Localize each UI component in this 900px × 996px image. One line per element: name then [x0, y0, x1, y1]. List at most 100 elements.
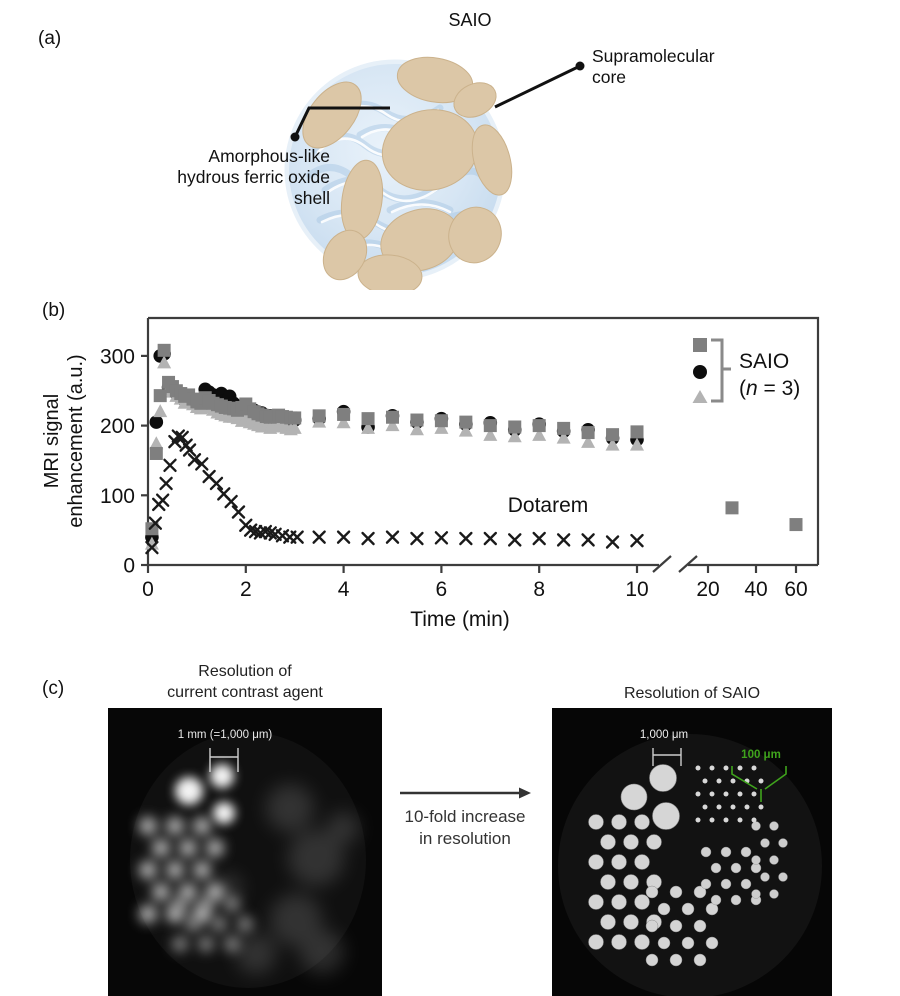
phantom-dot [709, 817, 715, 823]
scatter-point-x [508, 533, 522, 547]
phantom-dot [710, 862, 722, 874]
phantom-dot [716, 778, 722, 784]
phantom-dot [760, 872, 770, 882]
phantom-dot [611, 854, 627, 870]
medium-dot-grid [588, 814, 662, 950]
phantom-dot [760, 838, 770, 848]
phantom-dot [723, 791, 729, 797]
axis-break-slash-2 [678, 555, 698, 573]
scatter-point-square [630, 425, 644, 439]
scatter-point-x [459, 531, 473, 546]
mri-image-current-contrast-agent: 1 mm (=1,000 μm) [108, 708, 382, 996]
panel-c-label: (c) [42, 678, 65, 699]
phantom-dot [657, 936, 671, 950]
phantom-dot [740, 878, 752, 890]
right-scale-annotation-green: 100 μm [741, 749, 781, 761]
panel-b-label: (b) [42, 300, 66, 321]
phantom-dot [139, 861, 157, 879]
phantom-dot [600, 914, 616, 930]
y-tick-label: 200 [100, 415, 135, 438]
phantom-dot [623, 914, 639, 930]
scatter-point-triangle [409, 422, 424, 436]
phantom-dot [720, 846, 732, 858]
phantom-dot [709, 765, 715, 771]
phantom-dot [705, 936, 719, 950]
phantom-dot [634, 934, 650, 950]
phantom-dot [236, 934, 276, 974]
phantom-dot [213, 802, 235, 824]
legend-circle-marker [693, 365, 707, 379]
scatter-point-square [145, 522, 159, 536]
scatter-point-square [312, 409, 326, 423]
scatter-point-x [195, 457, 209, 471]
phantom-dot [695, 817, 701, 823]
panel-c-right-title: Resolution of SAIO [623, 685, 761, 702]
scatter-point-x [187, 453, 202, 467]
phantom-dot [172, 936, 188, 952]
scatter-point-triangle [149, 436, 164, 450]
phantom-dot [634, 894, 650, 910]
phantom-dot [649, 764, 677, 792]
phantom-dot [769, 821, 779, 831]
phantom-dot [600, 834, 616, 850]
arrow-head-icon [519, 787, 531, 799]
shell-leader-dot [290, 132, 300, 142]
phantom-dot [193, 817, 211, 835]
phantom-dot [681, 936, 695, 950]
scatter-point-square [532, 419, 546, 433]
scatter-point-x [630, 533, 644, 548]
phantom-dot [600, 874, 616, 890]
mri-image-saio: 1,000 μm 100 μm [552, 708, 832, 996]
panel-a-callout-lines [290, 61, 585, 142]
panel-a-title: SAIO [448, 10, 492, 30]
y-tick-label: 300 [100, 345, 135, 368]
phantom-dot [634, 854, 650, 870]
core-leader-dot [575, 61, 585, 71]
left-scale-annotation: 1 mm (=1,000 μm) [178, 729, 273, 741]
scatter-point-square [581, 426, 595, 440]
phantom-dot [730, 778, 736, 784]
dotarem-series-label: Dotarem [508, 494, 589, 517]
legend-square-marker [693, 338, 707, 352]
scatter-point-triangle [385, 418, 400, 432]
phantom-dot [652, 802, 680, 830]
phantom-dot [198, 896, 214, 912]
phantom-dot [611, 894, 627, 910]
phantom-dot [166, 861, 184, 879]
phantom-dot [588, 814, 604, 830]
legend-triangle-marker [692, 390, 708, 403]
phantom-dot [300, 930, 344, 974]
scatter-point-x [385, 530, 400, 544]
phantom-dot [758, 778, 764, 784]
scatter-point-triangle [336, 415, 351, 429]
phantom-dot [778, 838, 788, 848]
phantom-dot [693, 953, 707, 967]
axis-break-slash-1 [652, 555, 672, 573]
scatter-point-x [290, 530, 304, 544]
scatter-point-triangle [361, 420, 376, 434]
scatter-point-triangle [556, 430, 571, 444]
phantom-dot [179, 883, 197, 901]
phantom-dot [179, 839, 197, 857]
phantom-dot [751, 889, 761, 899]
y-tick-label: 100 [100, 485, 135, 508]
phantom-dot [669, 953, 683, 967]
lower-blob-cluster [172, 896, 253, 952]
scatter-point-triangle [287, 420, 302, 434]
phantom-dot [700, 878, 712, 890]
x-tick-label: 8 [533, 578, 545, 601]
phantom-dot [166, 817, 184, 835]
phantom-dot [751, 817, 757, 823]
scatter-point-square [157, 343, 171, 357]
phantom-dot [206, 883, 224, 901]
scatter-point-square [288, 411, 302, 425]
scatter-points [144, 343, 803, 555]
phantom-dot [730, 894, 742, 906]
supramolecular-core-blobs [302, 56, 513, 290]
phantom-dot [737, 765, 743, 771]
phantom-dot [693, 885, 707, 899]
scatter-point-triangle [581, 434, 596, 448]
phantom-dot [645, 919, 659, 933]
scatter-point-x [312, 530, 326, 544]
phantom-dot [588, 934, 604, 950]
